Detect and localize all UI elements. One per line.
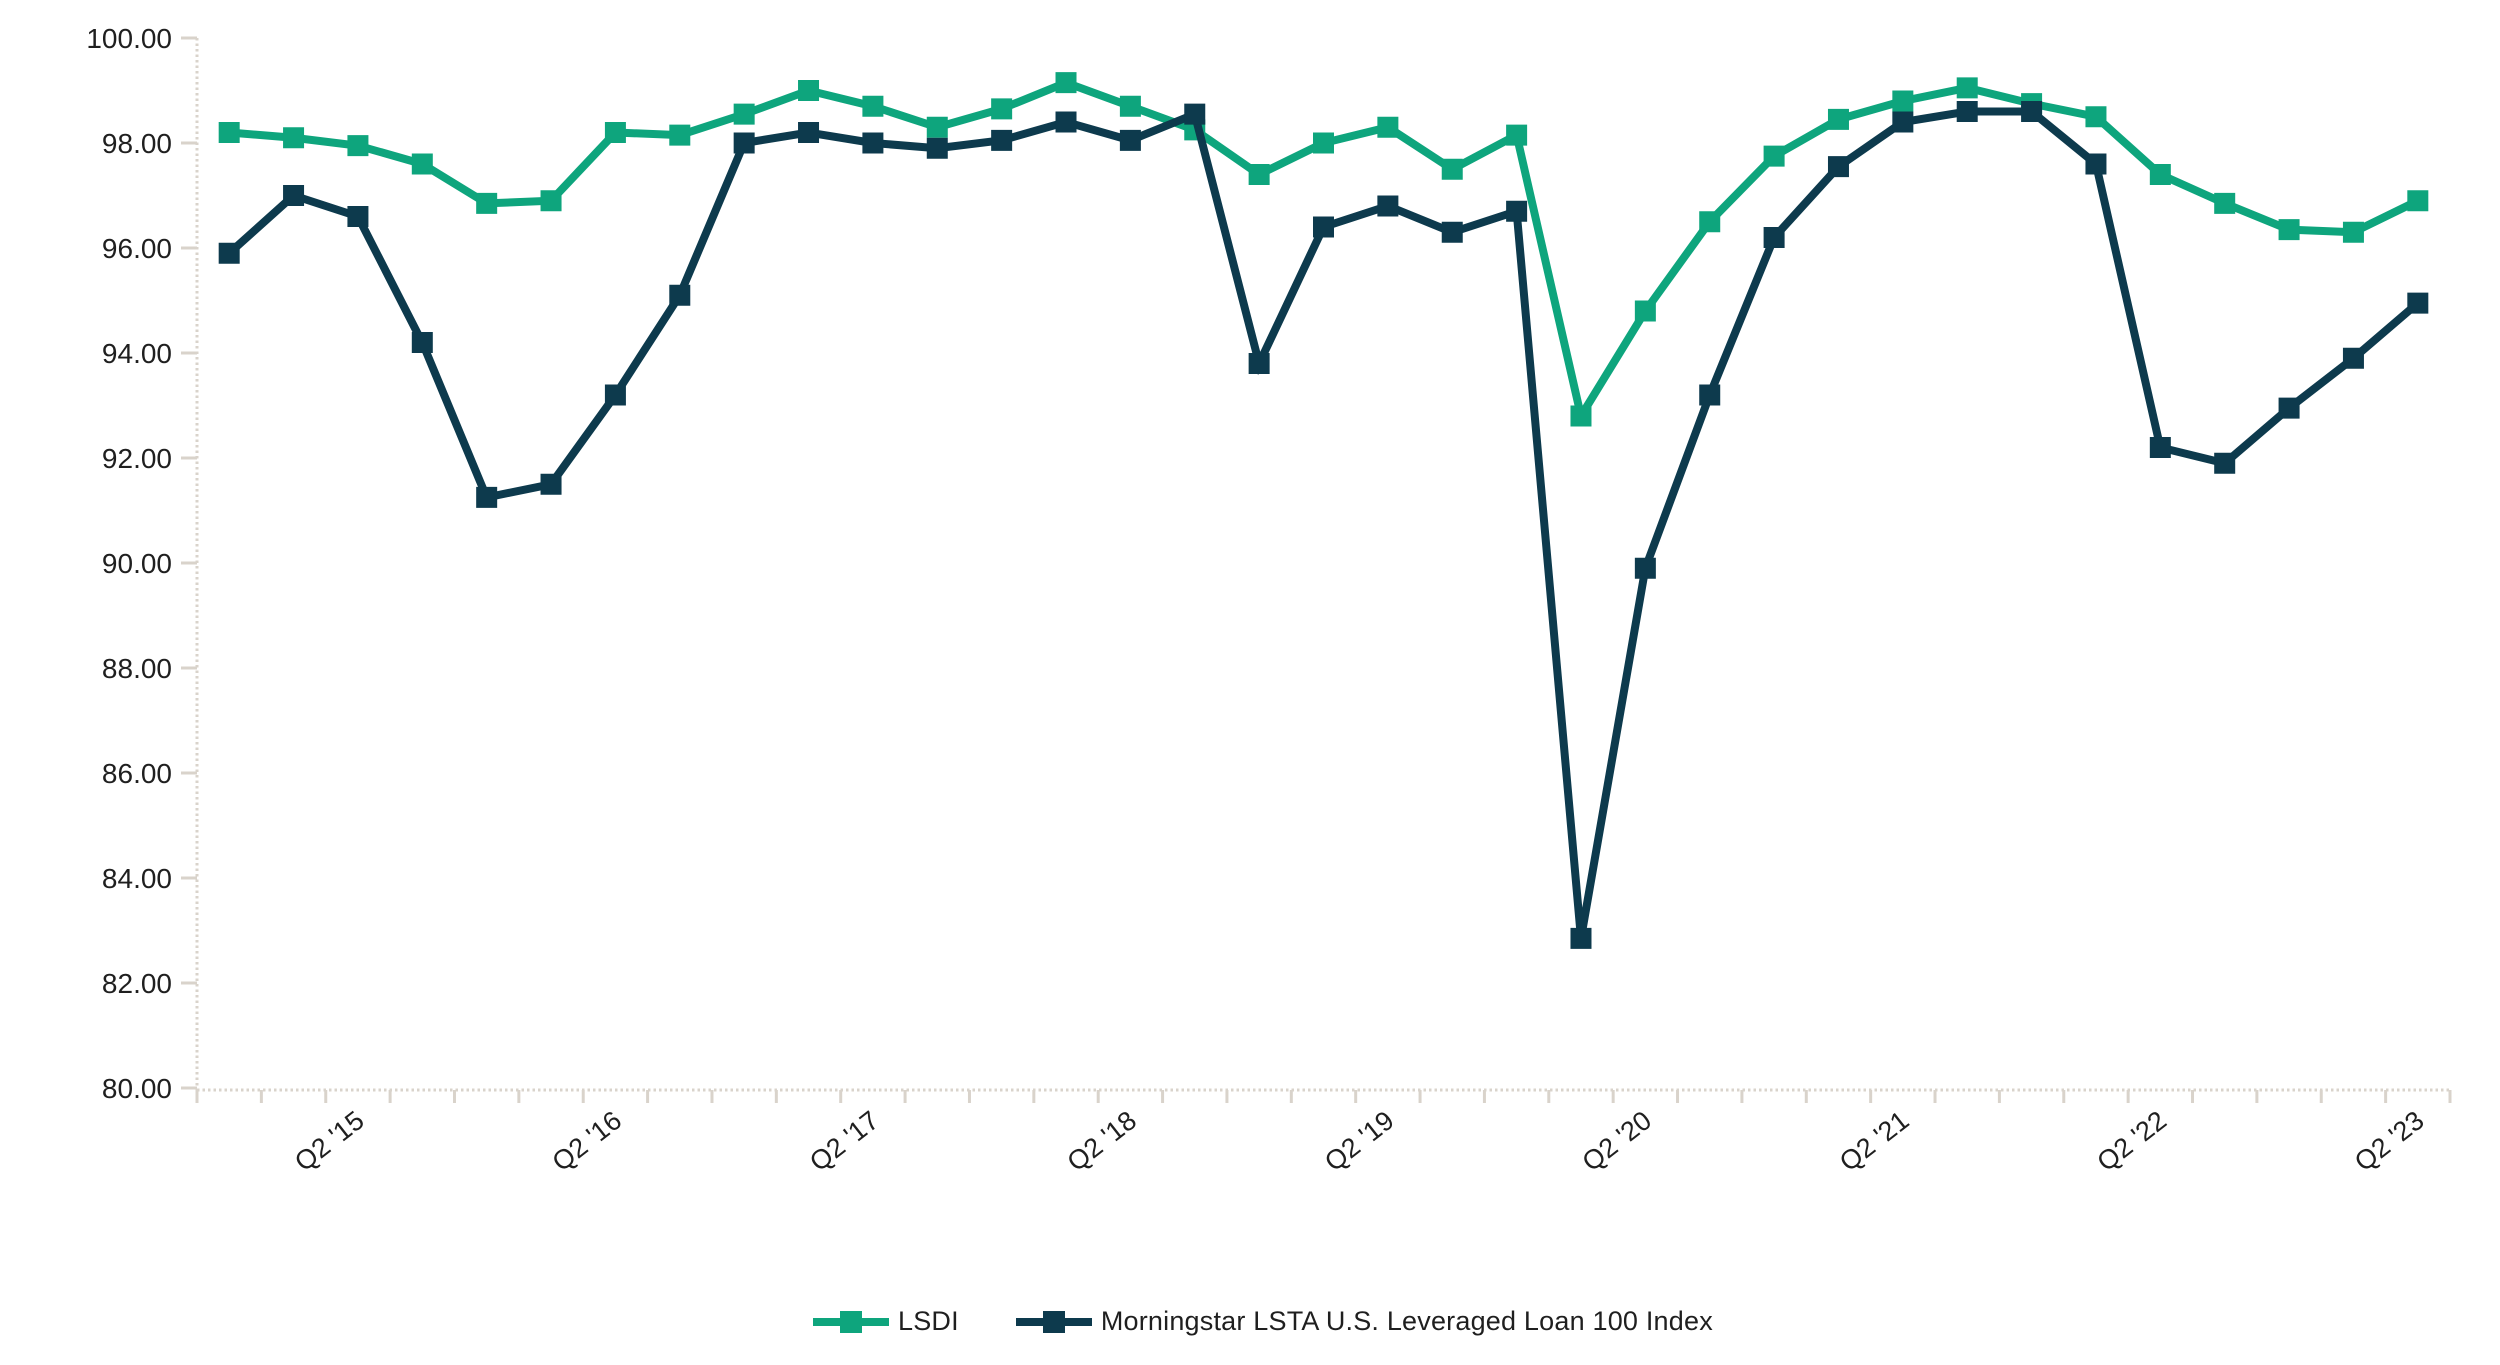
data-point-marker xyxy=(476,192,498,214)
data-point-marker xyxy=(1827,156,1849,178)
data-point-marker xyxy=(604,384,626,406)
data-point-marker xyxy=(283,185,305,206)
data-point-marker xyxy=(1892,111,1914,133)
data-point-marker xyxy=(1763,227,1785,248)
data-point-marker xyxy=(1184,103,1206,125)
data-point-marker xyxy=(926,137,948,159)
lsdi-line-swatch-icon xyxy=(813,1310,889,1333)
data-point-marker xyxy=(1377,195,1399,217)
data-point-marker xyxy=(1570,405,1592,427)
x-axis-tick-label: Q2 '22 xyxy=(2092,1105,2173,1177)
data-point-marker xyxy=(733,103,755,125)
data-point-marker xyxy=(1570,927,1592,949)
data-point-marker xyxy=(347,135,369,157)
data-point-marker xyxy=(798,122,820,143)
legend-item-lsdi[interactable]: LSDI xyxy=(812,1306,959,1337)
data-point-marker xyxy=(2407,190,2429,212)
data-point-marker xyxy=(2342,221,2364,243)
data-point-marker xyxy=(1763,145,1785,167)
data-point-marker xyxy=(1313,132,1334,154)
data-point-marker xyxy=(411,332,433,353)
data-point-marker xyxy=(1892,90,1914,112)
x-axis-tick-label: Q2 '16 xyxy=(547,1105,628,1177)
data-point-marker xyxy=(991,98,1013,120)
data-point-marker xyxy=(1055,111,1077,133)
y-axis-tick-label: 94.00 xyxy=(102,338,172,369)
data-point-marker xyxy=(862,132,884,154)
data-point-marker xyxy=(733,132,755,154)
data-point-marker xyxy=(2342,347,2364,369)
data-point-marker xyxy=(218,122,240,143)
data-point-marker xyxy=(2149,164,2171,185)
data-point-marker xyxy=(2085,153,2107,175)
data-point-marker xyxy=(411,153,433,175)
data-point-marker xyxy=(1313,216,1334,238)
data-point-marker xyxy=(2085,106,2107,128)
data-point-marker xyxy=(2278,397,2300,419)
data-point-marker xyxy=(2021,101,2043,122)
x-axis-tick-label: Q2 '20 xyxy=(1577,1105,1658,1177)
data-point-marker xyxy=(1506,200,1528,222)
data-point-marker xyxy=(1377,116,1399,138)
data-point-marker xyxy=(1055,72,1077,94)
data-point-marker xyxy=(669,124,691,146)
data-point-marker xyxy=(2278,219,2300,241)
data-point-marker xyxy=(1827,108,1849,130)
data-point-marker xyxy=(862,95,884,117)
x-axis-tick-label: Q2 '18 xyxy=(1062,1105,1143,1177)
data-point-marker xyxy=(1634,557,1656,579)
data-point-marker xyxy=(2407,292,2429,314)
data-point-marker xyxy=(1441,158,1463,180)
y-axis-tick-label: 82.00 xyxy=(102,968,172,999)
data-point-marker xyxy=(540,473,562,495)
chart-legend: LSDI Morningstar LSTA U.S. Leveraged Loa… xyxy=(812,1306,1713,1337)
legend-label-lsdi: LSDI xyxy=(898,1306,959,1336)
y-axis-tick-label: 88.00 xyxy=(102,653,172,684)
y-axis-tick-label: 80.00 xyxy=(102,1073,172,1104)
x-axis-tick-label: Q2 '15 xyxy=(289,1105,370,1177)
data-point-marker xyxy=(926,116,948,138)
y-axis-tick-label: 98.00 xyxy=(102,128,172,159)
y-axis-tick-label: 90.00 xyxy=(102,548,172,579)
data-point-marker xyxy=(476,486,498,508)
y-axis-tick-label: 100.00 xyxy=(86,23,172,54)
legend-item-morningstar-lsta[interactable]: Morningstar LSTA U.S. Leveraged Loan 100… xyxy=(1015,1306,1713,1337)
data-point-marker xyxy=(1441,221,1463,243)
data-point-marker xyxy=(1956,77,1978,99)
y-axis-tick-label: 86.00 xyxy=(102,758,172,789)
x-axis-tick-label: Q2 '21 xyxy=(1834,1105,1915,1177)
x-axis-tick-label: Q2 '23 xyxy=(2349,1105,2430,1177)
data-point-marker xyxy=(604,122,626,143)
data-point-marker xyxy=(1634,300,1656,322)
data-point-marker xyxy=(1699,211,1721,233)
y-axis-tick-label: 84.00 xyxy=(102,863,172,894)
x-axis-tick-label: Q2 '17 xyxy=(804,1105,885,1177)
data-point-marker xyxy=(669,284,691,306)
x-axis-tick-label: Q2 '19 xyxy=(1319,1105,1400,1177)
data-point-marker xyxy=(347,206,369,227)
data-point-marker xyxy=(1506,124,1528,146)
data-point-marker xyxy=(1119,95,1141,117)
data-point-marker xyxy=(1248,353,1270,374)
legend-label-morningstar-lsta: Morningstar LSTA U.S. Leveraged Loan 100… xyxy=(1100,1306,1713,1336)
data-point-marker xyxy=(1956,101,1978,122)
y-axis-tick-label: 92.00 xyxy=(102,443,172,474)
data-point-marker xyxy=(1699,384,1721,406)
data-point-marker xyxy=(2214,452,2236,474)
data-point-marker xyxy=(1119,129,1141,151)
data-point-marker xyxy=(2214,192,2236,214)
y-axis-tick-label: 96.00 xyxy=(102,233,172,264)
data-point-marker xyxy=(1248,164,1270,185)
data-point-marker xyxy=(540,190,562,212)
morningstar-line-swatch-icon xyxy=(1015,1310,1092,1333)
data-point-marker xyxy=(283,127,305,149)
data-point-marker xyxy=(2149,437,2171,458)
data-point-marker xyxy=(218,242,240,264)
data-point-marker xyxy=(991,129,1013,151)
data-point-marker xyxy=(798,80,820,101)
